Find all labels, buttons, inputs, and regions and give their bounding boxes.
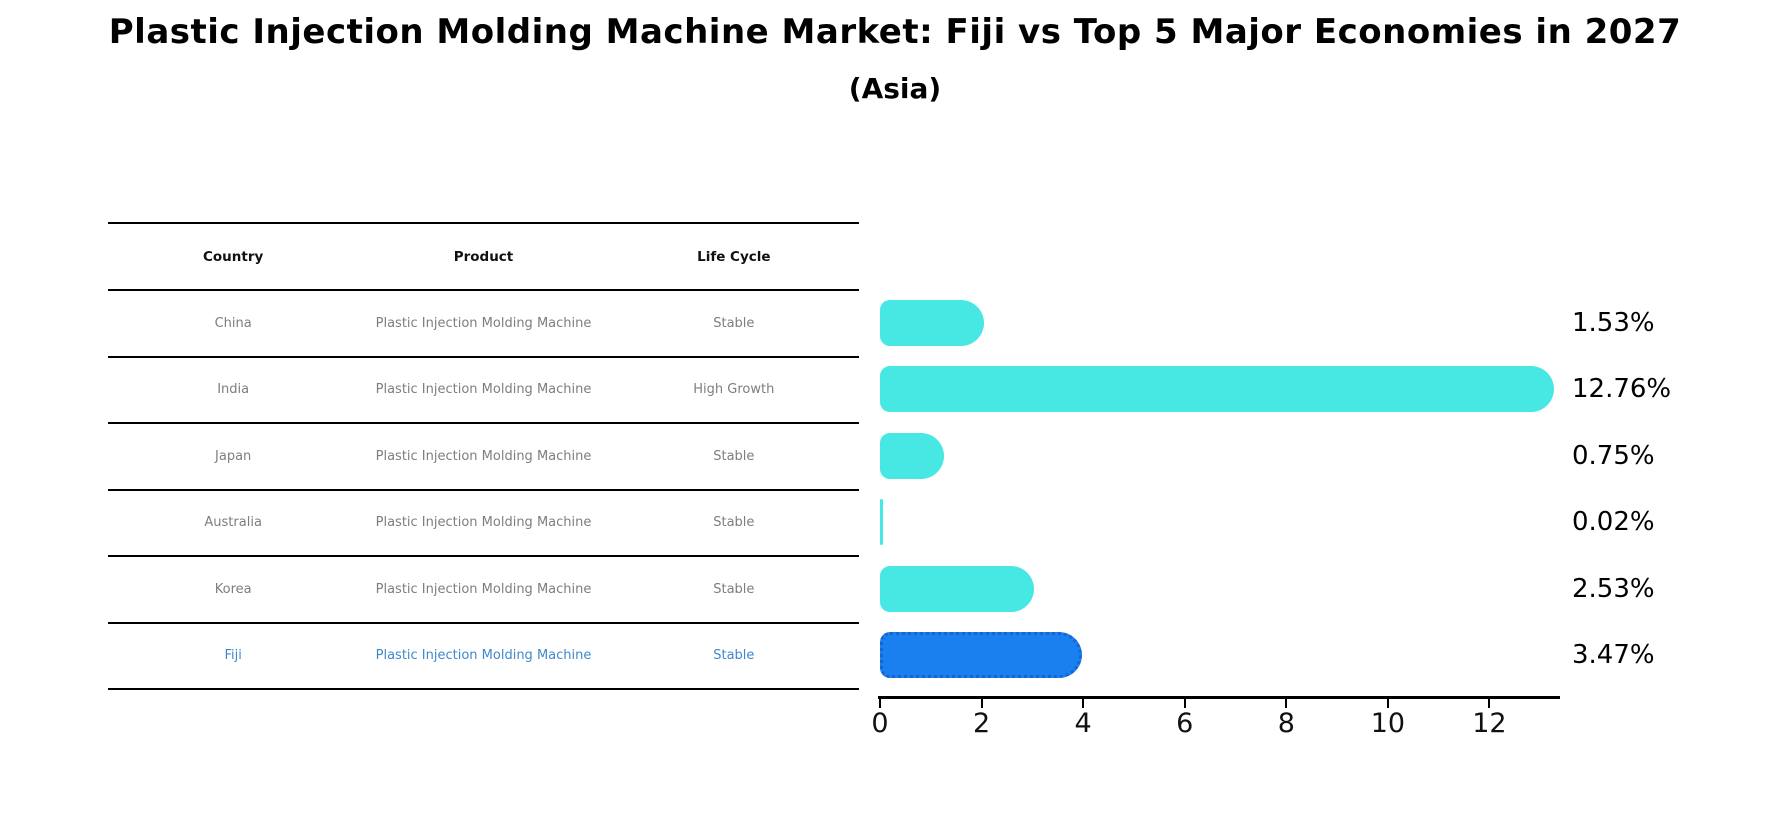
table-row: India Plastic Injection Molding Machine Hi…	[108, 358, 859, 424]
x-tick-label: 10	[1370, 708, 1406, 739]
table-cell-product: Plastic Injection Molding Machine	[375, 448, 592, 464]
value-label-china: 1.53%	[1572, 307, 1655, 338]
value-label-japan: 0.75%	[1572, 440, 1655, 471]
x-tick-label: 4	[1074, 708, 1092, 739]
table-cell-life_cycle: Stable	[713, 448, 755, 464]
value-label-fiji: 3.47%	[1572, 640, 1655, 670]
table-cell-country: Fiji	[224, 648, 242, 664]
table-cell-product: Plastic Injection Molding Machine	[375, 648, 592, 664]
bar-japan	[880, 432, 945, 479]
table-cell-life_cycle: High Growth	[693, 382, 775, 398]
table-row: Australia Plastic Injection Molding Machi…	[108, 491, 859, 557]
table-header-row: Country Product Life Cycle	[108, 222, 859, 291]
value-label-australia: 0.02%	[1572, 507, 1655, 537]
x-tick-label: 0	[871, 708, 889, 739]
table-cell-product: Plastic Injection Molding Machine	[375, 515, 592, 531]
bar-australia	[880, 499, 883, 545]
x-tick-mark	[1386, 699, 1389, 708]
bar-china	[880, 299, 984, 346]
value-label-korea: 2.53%	[1572, 573, 1655, 604]
x-tick-mark	[1285, 699, 1288, 708]
page-title: Plastic Injection Molding Machine Market…	[108, 12, 1682, 52]
table-header-lifecycle: Life Cycle	[697, 248, 771, 265]
x-axis-line	[878, 696, 1560, 699]
x-tick-mark	[1183, 699, 1186, 708]
table-cell-life_cycle: Stable	[713, 515, 755, 531]
country-table: Country Product Life Cycle China Plastic …	[108, 222, 859, 690]
table-cell-country: Japan	[215, 448, 252, 464]
table-cell-product: Plastic Injection Molding Machine	[375, 581, 592, 597]
bar-fiji	[880, 632, 1083, 678]
table-cell-country: Korea	[214, 581, 252, 597]
value-label-india: 12.76%	[1572, 374, 1672, 404]
page-subtitle: (Asia)	[848, 72, 942, 105]
table-cell-product: Plastic Injection Molding Machine	[375, 382, 592, 398]
x-tick-label: 8	[1277, 708, 1295, 739]
table-cell-country: China	[214, 315, 252, 331]
table-cell-country: Australia	[204, 515, 262, 531]
x-tick-label: 6	[1176, 708, 1194, 739]
table-row: Korea Plastic Injection Molding Machine St…	[108, 557, 859, 624]
x-tick-mark	[1488, 699, 1491, 708]
table-cell-country: India	[217, 382, 250, 398]
table-header-country: Country	[203, 248, 264, 265]
table-cell-life_cycle: Stable	[713, 648, 755, 664]
x-tick-mark	[879, 699, 881, 708]
x-tick-mark	[1082, 699, 1085, 708]
table-body: China Plastic Injection Molding Machine St…	[108, 291, 859, 690]
table-cell-product: Plastic Injection Molding Machine	[375, 315, 592, 331]
table-row: China Plastic Injection Molding Machine St…	[108, 291, 859, 358]
table-row: Fiji Plastic Injection Molding Machine Sta…	[108, 624, 859, 690]
bar-india	[880, 366, 1555, 412]
x-tick-label: 2	[972, 708, 991, 739]
bar-korea	[880, 565, 1035, 612]
table-row: Japan Plastic Injection Molding Machine St…	[108, 424, 859, 491]
table-cell-life_cycle: Stable	[713, 581, 755, 597]
x-tick-label: 12	[1472, 708, 1507, 739]
table-cell-life_cycle: Stable	[713, 315, 755, 331]
table-header-product: Product	[453, 248, 514, 265]
x-tick-mark	[980, 699, 983, 708]
